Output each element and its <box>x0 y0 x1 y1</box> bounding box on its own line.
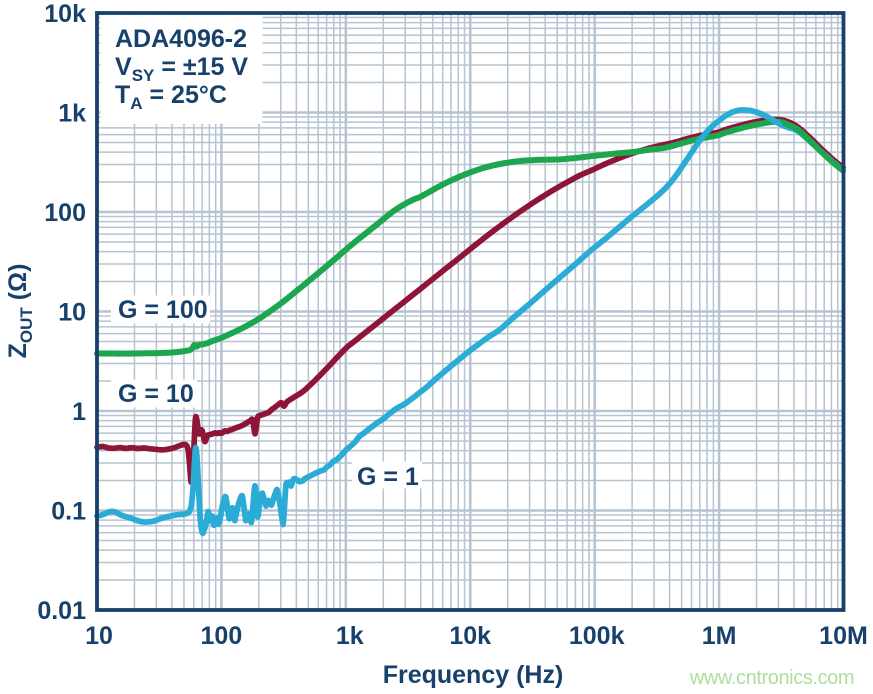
svg-text:10: 10 <box>85 622 113 650</box>
svg-text:G = 1: G = 1 <box>357 463 419 491</box>
svg-text:G = 100: G = 100 <box>118 296 208 324</box>
svg-text:1M: 1M <box>702 622 737 650</box>
svg-text:10: 10 <box>58 299 86 327</box>
svg-text:www.cntronics.com: www.cntronics.com <box>689 667 854 689</box>
svg-text:0.1: 0.1 <box>51 498 86 526</box>
svg-text:10M: 10M <box>819 622 868 650</box>
svg-text:ADA4096-2: ADA4096-2 <box>115 25 247 53</box>
svg-text:0.01: 0.01 <box>37 597 86 625</box>
svg-text:100: 100 <box>201 622 243 650</box>
svg-text:G = 10: G = 10 <box>118 380 194 408</box>
svg-text:1: 1 <box>72 398 86 426</box>
svg-text:Frequency (Hz): Frequency (Hz) <box>383 661 564 689</box>
svg-text:100: 100 <box>44 199 86 227</box>
svg-text:10k: 10k <box>44 0 86 28</box>
svg-text:100k: 100k <box>569 622 625 650</box>
svg-text:10k: 10k <box>449 622 491 650</box>
svg-text:1k: 1k <box>336 622 364 650</box>
svg-text:1k: 1k <box>58 100 86 128</box>
